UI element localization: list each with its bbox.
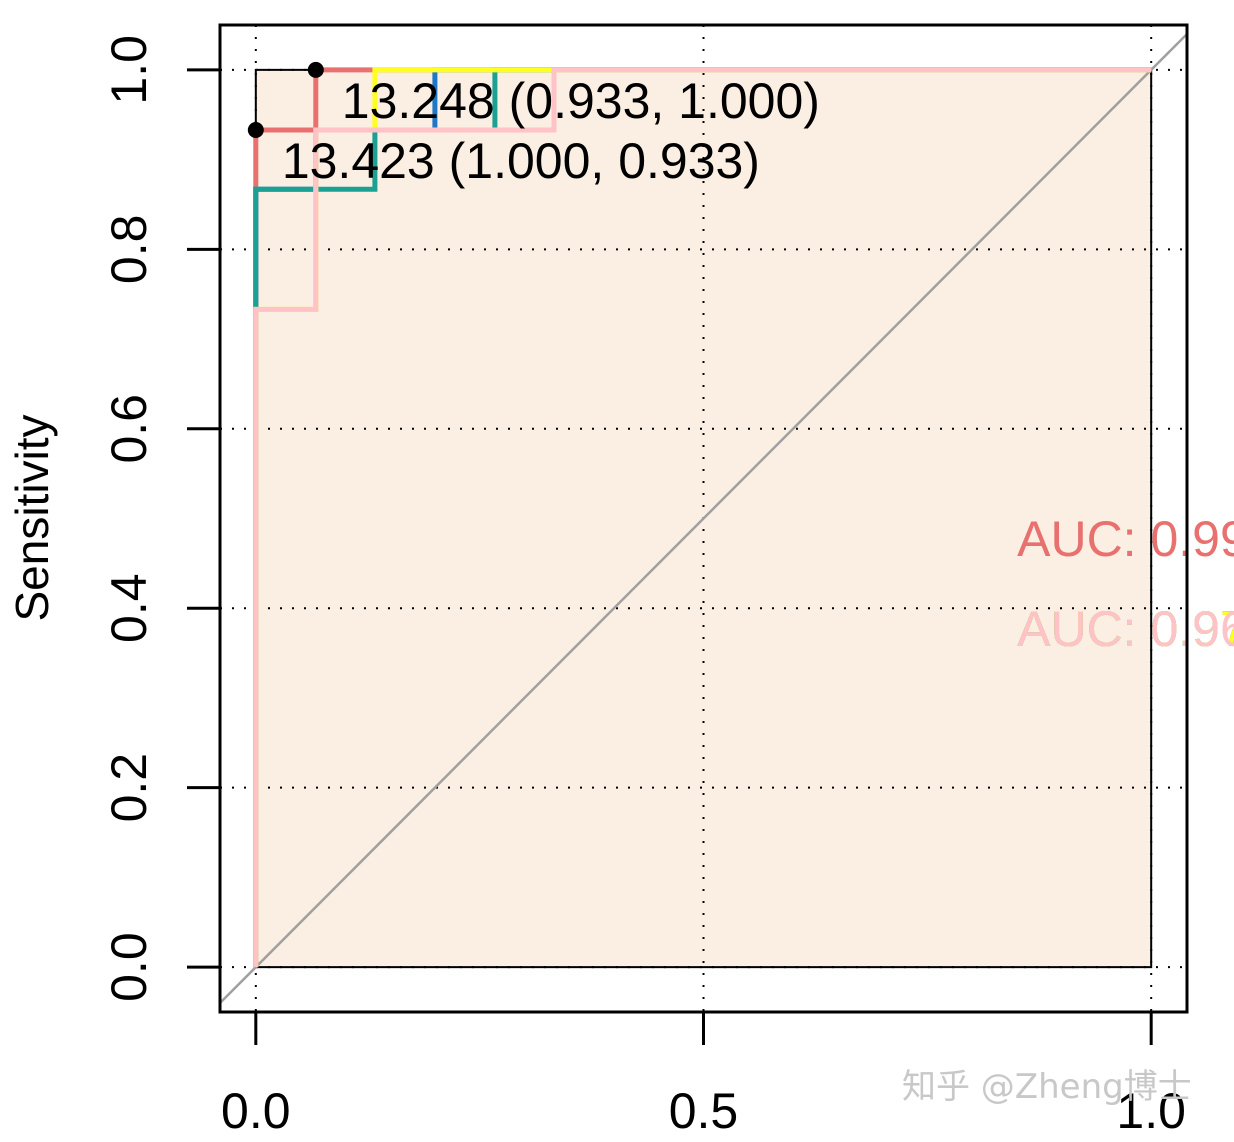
y-tick-label-1: 0.2	[101, 753, 157, 823]
threshold-label-1: 13.423 (1.000, 0.933)	[282, 133, 760, 189]
diagonal-layer	[220, 33, 1187, 1004]
y-axis-title: Sensitivity	[6, 414, 58, 621]
x-tick-label-0: 0.0	[221, 1083, 291, 1139]
x-tick-label-2: 1.0	[1116, 1083, 1186, 1139]
x-axis: 0.0 0.5 1.0	[221, 1010, 1186, 1139]
auc-label-1: AUC: 0.978	[1017, 601, 1234, 657]
y-tick-label-3: 0.6	[101, 394, 157, 464]
threshold-point-1	[247, 121, 264, 138]
y-tick-label-4: 0.8	[101, 215, 157, 285]
threshold-points-layer: 13.248 (0.933, 1.000)13.423 (1.000, 0.93…	[247, 61, 820, 189]
diagonal-line	[220, 33, 1187, 1004]
roc-series-layer	[253, 67, 1152, 968]
threshold-point-0	[307, 61, 324, 78]
roc-curve-4	[253, 67, 1152, 968]
x-tick-label-1: 0.5	[669, 1083, 739, 1139]
threshold-label-0: 13.248 (0.933, 1.000)	[342, 73, 820, 129]
auc-labels-layer: AUC: 0.996 AUC: 0.978AUC: 0.971AUC: 0.974…	[1017, 511, 1234, 657]
y-axis: 0.0 0.2 0.4 0.6 0.8 1.0	[101, 35, 222, 1002]
y-tick-label-0: 0.0	[101, 932, 157, 1002]
y-tick-label-2: 0.4	[101, 573, 157, 643]
auc-label-2: AUC: 0.971	[1017, 601, 1234, 657]
watermark-text: 知乎 @Zheng博士	[902, 1067, 1192, 1107]
auc-label-3: AUC: 0.974	[1017, 601, 1234, 657]
auc-label-4: AUC: 0.968	[1017, 601, 1234, 657]
auc-label-0: AUC: 0.996	[1017, 511, 1234, 567]
y-tick-label-5: 1.0	[101, 35, 157, 105]
